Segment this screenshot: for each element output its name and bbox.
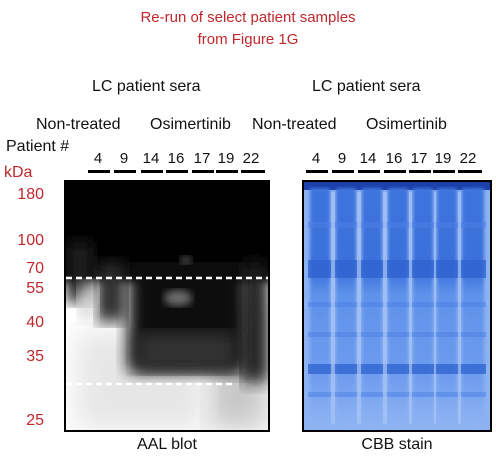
right-lane-label: 14 (359, 150, 377, 167)
right-panel-header: LC patient sera (312, 78, 421, 95)
marker-label: 100 (17, 232, 44, 249)
lane-bar (114, 170, 136, 173)
lane-bar (409, 170, 431, 173)
left-lane-label: 16 (167, 150, 185, 167)
lane-bar (241, 170, 265, 173)
figure-title-line-1: Re-run of select patient samples (140, 9, 356, 26)
left-lane-label: 17 (193, 150, 211, 167)
lane-bar (166, 170, 188, 173)
figure-title-line-2: from Figure 1G (197, 31, 299, 48)
lane-bar (306, 170, 328, 173)
lane-bar (88, 170, 110, 173)
lane-bar (358, 170, 380, 173)
lane-bar (384, 170, 406, 173)
aal-blot-graphic (66, 182, 268, 430)
left-lane-label: 9 (119, 150, 129, 167)
lane-bar (433, 170, 455, 173)
marker-label: 70 (26, 260, 44, 277)
left-lane-label: 4 (93, 150, 103, 167)
lane-bar (141, 170, 163, 173)
aal-blot-image (64, 180, 270, 432)
lane-bar (192, 170, 214, 173)
left-panel-caption: AAL blot (137, 436, 197, 453)
right-group-osimertinib: Osimertinib (366, 116, 447, 133)
marker-label: 25 (26, 412, 44, 429)
marker-label: 180 (17, 186, 44, 203)
right-lane-label: 9 (337, 150, 347, 167)
right-lane-label: 4 (311, 150, 321, 167)
marker-label: 55 (26, 280, 44, 297)
right-panel-caption: CBB stain (361, 436, 433, 453)
left-panel-header: LC patient sera (92, 78, 201, 95)
left-group-osimertinib: Osimertinib (150, 116, 231, 133)
marker-label: 40 (26, 314, 44, 331)
left-group-nontreated: Non-treated (36, 116, 121, 133)
right-lane-label: 19 (434, 150, 452, 167)
lane-bar (458, 170, 482, 173)
right-group-nontreated: Non-treated (252, 116, 337, 133)
marker-label: 35 (26, 348, 44, 365)
right-lane-label: 22 (459, 150, 477, 167)
patient-number-label: Patient # (6, 138, 70, 155)
left-lane-label: 22 (242, 150, 260, 167)
lane-bar (216, 170, 238, 173)
cbb-stain-image (302, 180, 492, 432)
lane-bar (332, 170, 354, 173)
left-lane-label: 14 (142, 150, 160, 167)
right-lane-label: 17 (410, 150, 428, 167)
kda-label: kDa (4, 164, 33, 181)
left-lane-label: 19 (217, 150, 235, 167)
cbb-stain-graphic (304, 182, 490, 430)
right-lane-label: 16 (385, 150, 403, 167)
